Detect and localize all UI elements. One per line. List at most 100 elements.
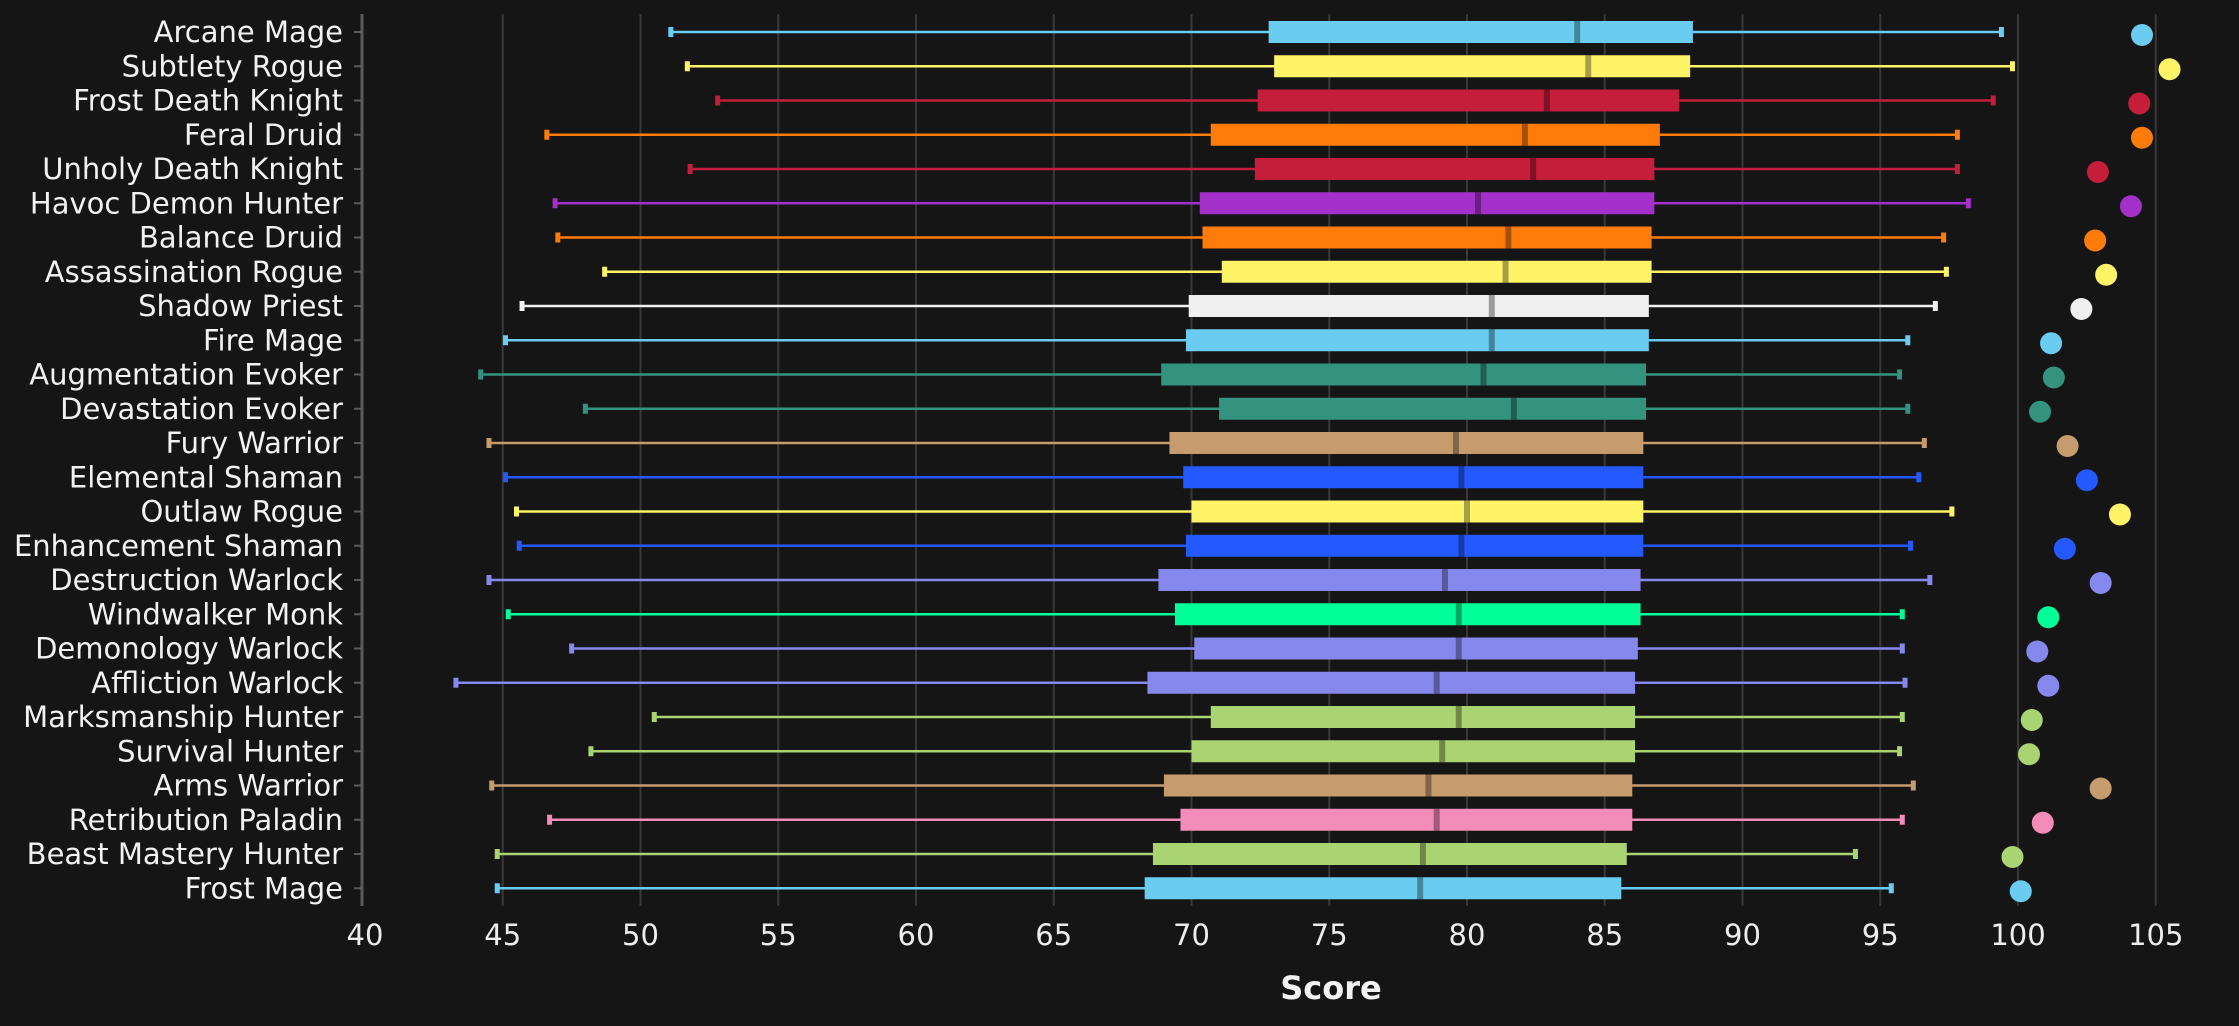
whisker-cap-min: [547, 814, 553, 825]
whisker-cap-max: [1899, 814, 1905, 825]
box-series: [668, 21, 2153, 46]
box-series: [486, 569, 2112, 594]
whisker-cap-max: [1910, 780, 1916, 791]
whisker-cap-max: [1954, 164, 1960, 174]
max-score-dot: [2042, 366, 2065, 389]
max-score-dot: [2053, 537, 2076, 560]
x-tick-label: 70: [1173, 918, 1210, 952]
median-marker: [1433, 671, 1440, 694]
iqr-box: [1185, 329, 1649, 352]
max-score-dot: [2089, 572, 2112, 594]
whisker-cap-max: [1899, 712, 1905, 722]
category-label: Unholy Death Knight: [42, 152, 343, 186]
x-tick-label: 55: [760, 918, 797, 952]
box-series: [547, 808, 2054, 834]
iqr-box: [1194, 637, 1638, 660]
max-score-dot: [2029, 400, 2052, 423]
median-marker: [1417, 877, 1424, 900]
whisker-cap-max: [1908, 540, 1914, 551]
max-score-dot: [2009, 880, 2032, 903]
box-series: [503, 329, 2063, 355]
whisker-cap-max: [1943, 266, 1949, 277]
iqr-box: [1254, 158, 1655, 180]
whisker-cap-min: [503, 335, 509, 346]
iqr-box: [1210, 706, 1636, 728]
whisker-cap-max: [1954, 129, 1960, 140]
iqr-box: [1144, 877, 1622, 900]
x-tick-label: 85: [1586, 918, 1623, 952]
box-series: [588, 740, 2041, 766]
max-score-dot: [2031, 811, 2054, 834]
iqr-box: [1199, 192, 1655, 215]
category-label: Balance Druid: [139, 221, 343, 255]
box-series: [544, 123, 2153, 149]
median-marker: [1475, 192, 1482, 215]
iqr-box: [1188, 295, 1649, 317]
whisker-cap-min: [505, 609, 511, 620]
x-tick-label: 90: [1724, 918, 1761, 952]
category-label: Arms Warrior: [154, 769, 344, 803]
whisker-cap-max: [1905, 335, 1911, 346]
whisker-cap-max: [1921, 438, 1927, 448]
x-tick-label: 95: [1862, 918, 1899, 952]
whisker-cap-min: [486, 438, 492, 448]
box-series: [494, 843, 2024, 868]
box-series: [453, 671, 2060, 697]
median-marker: [1464, 500, 1470, 523]
iqr-box: [1274, 55, 1691, 78]
x-tick-label: 80: [1449, 918, 1486, 952]
plot-area: [453, 21, 2181, 903]
box-series: [687, 158, 2109, 183]
median-marker: [1521, 123, 1528, 146]
x-axis-title: Score: [1280, 969, 1381, 1007]
max-score-dot: [2037, 674, 2060, 697]
iqr-box: [1147, 671, 1636, 694]
category-label: Frost Mage: [185, 871, 343, 905]
whisker-cap-min: [486, 575, 492, 585]
whisker-cap-min: [514, 506, 520, 517]
whisker-cap-max: [2009, 61, 2015, 72]
iqr-box: [1191, 500, 1644, 523]
max-score-dot: [2086, 161, 2109, 183]
max-score-dot: [2119, 195, 2142, 218]
max-score-dot: [2018, 743, 2041, 766]
median-marker: [1425, 774, 1432, 797]
category-label: Marksmanship Hunter: [23, 700, 343, 734]
median-marker: [1452, 432, 1459, 454]
median-marker: [1585, 55, 1592, 78]
max-score-dot: [2130, 24, 2153, 46]
box-series: [489, 774, 2112, 800]
whisker-cap-min: [602, 266, 608, 277]
whisker-cap-max: [1998, 27, 2004, 37]
x-tick-label: 105: [2128, 918, 2183, 952]
box-series: [684, 55, 2181, 81]
whisker-cap-min: [582, 403, 588, 414]
category-label: Survival Hunter: [117, 734, 343, 768]
median-marker: [1574, 21, 1581, 43]
max-score-dot: [2056, 435, 2079, 457]
iqr-box: [1158, 569, 1641, 591]
category-label: Havoc Demon Hunter: [30, 186, 343, 220]
max-score-dot: [2130, 126, 2153, 149]
whisker-cap-max: [1897, 746, 1903, 757]
median-marker: [1480, 363, 1487, 386]
category-label: Feral Druid: [184, 118, 343, 152]
iqr-box: [1210, 123, 1660, 146]
median-marker: [1458, 466, 1465, 489]
category-label: Enhancement Shaman: [14, 529, 343, 563]
whisker-cap-max: [1941, 232, 1947, 243]
whisker-cap-min: [519, 301, 525, 311]
whisker-cap-min: [651, 712, 657, 722]
whisker-cap-max: [1916, 472, 1922, 483]
category-label: Devastation Evoker: [60, 392, 343, 426]
whisker-cap-max: [1932, 301, 1938, 311]
iqr-box: [1152, 843, 1627, 865]
whisker-cap-min: [555, 232, 561, 243]
box-series: [519, 295, 2093, 320]
max-score-dot: [2040, 332, 2063, 355]
category-label: Elemental Shaman: [69, 460, 343, 494]
max-score-dot: [2089, 777, 2112, 800]
iqr-box: [1185, 534, 1644, 557]
whisker-cap-min: [494, 849, 500, 859]
